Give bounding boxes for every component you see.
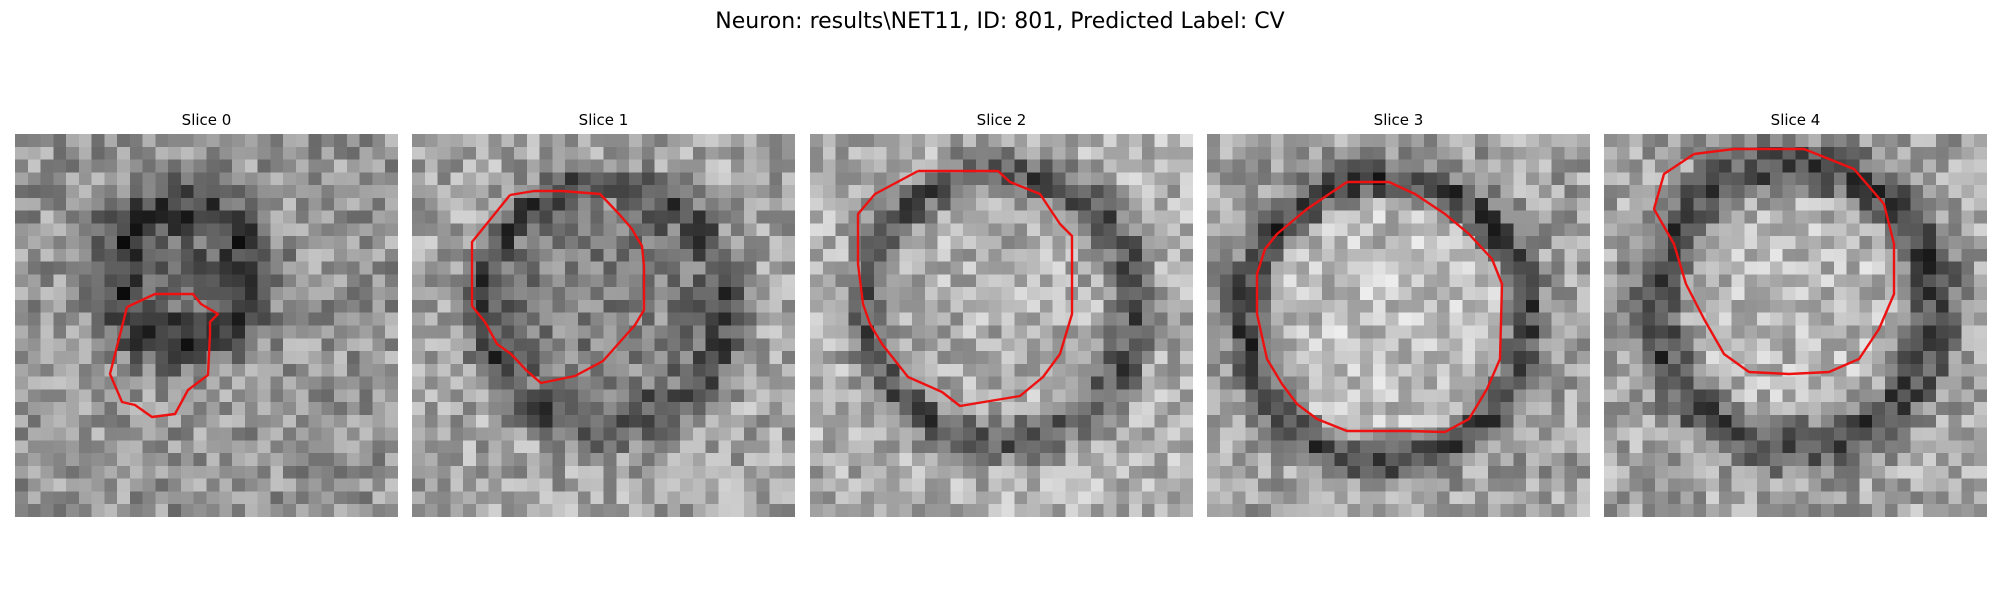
- segmentation-contour: [1652, 147, 1896, 376]
- segmentation-contour: [108, 292, 220, 419]
- grayscale-em-image: [15, 134, 398, 517]
- slice-title: Slice 4: [1770, 111, 1821, 129]
- slice-panel-3: Slice 3: [1207, 110, 1590, 517]
- slice-image: [1604, 134, 1987, 517]
- slice-title: Slice 0: [181, 111, 232, 129]
- segmentation-contour: [856, 169, 1074, 408]
- grayscale-em-image: [1604, 134, 1987, 517]
- slice-image: [1207, 134, 1590, 517]
- slice-panel-1: Slice 1: [412, 110, 795, 517]
- slice-image: [412, 134, 795, 517]
- figure-title: Neuron: results\NET11, ID: 801, Predicte…: [715, 9, 1285, 34]
- slice-image: [15, 134, 398, 517]
- slice-title: Slice 2: [976, 111, 1027, 129]
- slice-title: Slice 3: [1373, 111, 1424, 129]
- slice-panel-4: Slice 4: [1604, 110, 1987, 517]
- slice-image: [810, 134, 1193, 517]
- grayscale-em-image: [810, 134, 1193, 517]
- slice-panel-2: Slice 2: [810, 110, 1193, 517]
- segmentation-contour: [470, 189, 646, 385]
- segmentation-contour: [1255, 180, 1504, 434]
- slice-title: Slice 1: [578, 111, 629, 129]
- slice-panel-0: Slice 0: [15, 110, 398, 517]
- grayscale-em-image: [1207, 134, 1590, 517]
